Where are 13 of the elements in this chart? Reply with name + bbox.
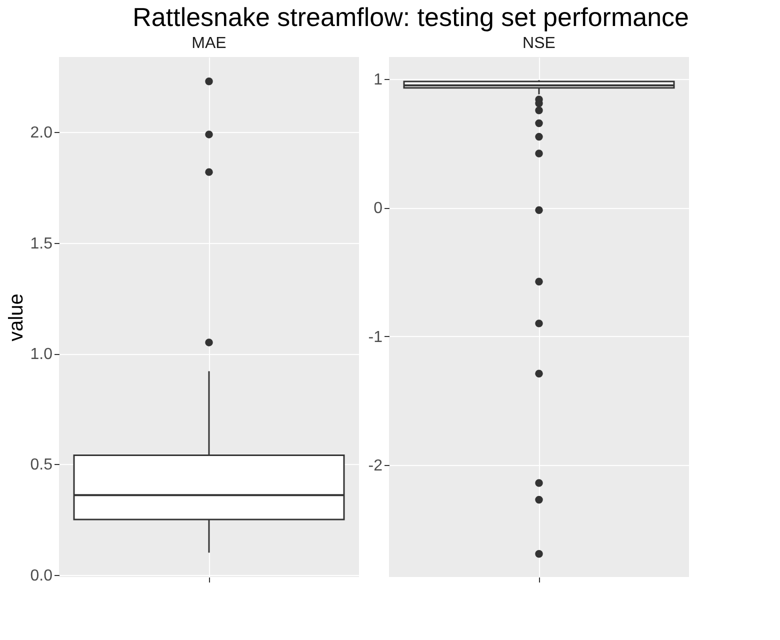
- y-tick-label: -2: [368, 458, 383, 475]
- y-tick-label: 0.0: [30, 567, 53, 584]
- y-tick-label: -1: [368, 328, 383, 346]
- y-tick-label: 0.5: [30, 456, 53, 474]
- y-tick-label: 1.0: [30, 346, 53, 364]
- y-tick-label: 2.0: [30, 124, 53, 142]
- chart-title: Rattlesnake streamflow: testing set performance: [132, 2, 689, 32]
- y-tick-label: 1: [374, 71, 383, 88]
- chart-subtitle: NSE: [522, 35, 556, 52]
- y-tick-label: 1.5: [30, 235, 53, 252]
- y-tick-label: 0: [374, 200, 383, 218]
- chart-subtitle: MAE: [192, 35, 226, 52]
- y-axis-title: value: [5, 294, 28, 342]
